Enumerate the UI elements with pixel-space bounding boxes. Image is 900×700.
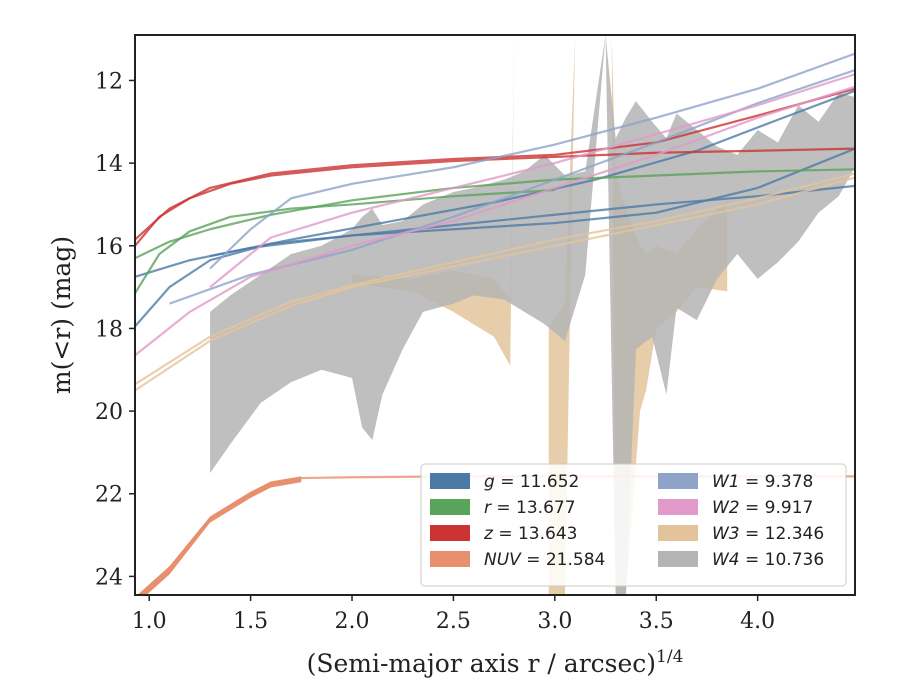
series-line-w1-0: [209, 52, 855, 270]
legend-label: W3 = 12.346: [712, 524, 824, 544]
y-tick-label: 14: [95, 152, 123, 177]
x-axis-label-text: (Semi-major axis r / arcsec): [307, 649, 656, 678]
y-tick-label: 12: [95, 69, 123, 94]
series-line-w2-0: [209, 73, 855, 288]
legend-swatch: [658, 551, 698, 567]
series-line-z-1: [135, 153, 555, 241]
legend-swatch: [430, 551, 470, 567]
legend: g = 11.652 r = 13.677 z = 13.643 NUV = 21.5…: [420, 463, 847, 587]
x-axis: 1.0 1.5 2.0 2.5 3.0 3.5 4.0: [132, 595, 775, 634]
series-line-r-0: [135, 168, 855, 260]
legend-swatch: [658, 473, 698, 489]
plot-frame: [134, 34, 856, 596]
legend-box: [420, 463, 847, 587]
series-line-w3-1: [135, 172, 855, 386]
legend-swatch: [658, 525, 698, 541]
series-line-r-1: [135, 188, 555, 294]
series-line-w2-1: [135, 85, 855, 357]
legend-label: r = 13.677: [484, 498, 576, 518]
y-tick-label: 24: [95, 565, 123, 590]
legend-label: NUV = 21.584: [484, 550, 605, 570]
series-band-nuv: [137, 476, 302, 595]
x-tick-label: 2.0: [335, 609, 370, 634]
legend-label: W1 = 9.378: [712, 472, 813, 492]
series-band-w3: [352, 35, 728, 595]
legend-label: W2 = 9.917: [712, 498, 813, 518]
x-tick-label: 3.5: [639, 609, 674, 634]
x-axis-label: (Semi-major axis r / arcsec)1/4: [307, 647, 684, 678]
x-tick-label: 4.0: [740, 609, 775, 634]
legend-label: g = 11.652: [484, 472, 579, 492]
y-tick-label: 22: [95, 483, 123, 508]
x-tick-label: 1.5: [233, 609, 268, 634]
legend-swatch: [430, 525, 470, 541]
y-axis-label: m(<r) (mag): [47, 236, 76, 394]
legend-swatch: [430, 473, 470, 489]
x-tick-label: 1.0: [132, 609, 167, 634]
y-axis: 12 14 16 18 20 22 24: [95, 69, 135, 590]
x-tick-label: 2.5: [436, 609, 471, 634]
legend-label: W4 = 10.736: [712, 550, 824, 570]
series-line-w3-0: [135, 176, 855, 392]
legend-label: z = 13.643: [483, 524, 577, 544]
legend-swatch: [658, 499, 698, 515]
x-tick-label: 3.0: [537, 609, 572, 634]
legend-swatch: [430, 499, 470, 515]
y-tick-label: 20: [95, 400, 123, 425]
y-tick-label: 16: [95, 235, 123, 260]
x-axis-label-exponent: 1/4: [656, 647, 683, 667]
y-tick-label: 18: [95, 317, 123, 342]
